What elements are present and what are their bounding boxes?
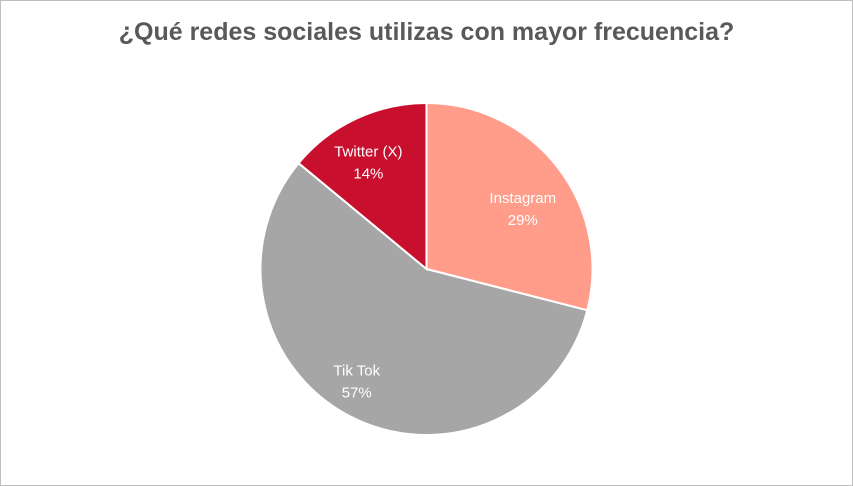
chart-title: ¿Qué redes sociales utilizas con mayor f… [118, 18, 735, 46]
data-label-twitter-x-name: Twitter (X) [334, 143, 402, 160]
data-label-instagram-value: 29% [508, 212, 538, 229]
data-label-tik-tok-name: Tik Tok [333, 363, 380, 380]
pie-slice-tik-tok [259, 161, 589, 436]
pie-slice-instagram [425, 101, 594, 312]
data-label-tik-tok-value: 57% [342, 385, 372, 402]
pie-slice-twitter-x [297, 101, 428, 272]
data-label-instagram-name: Instagram [489, 190, 556, 207]
data-label-twitter-x-value: 14% [353, 165, 383, 182]
